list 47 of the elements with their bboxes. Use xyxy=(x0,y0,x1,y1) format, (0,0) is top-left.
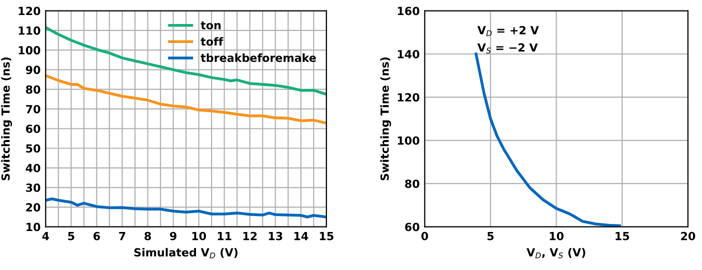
legend-label: tbreakbeforemake xyxy=(200,53,316,62)
x-axis-title: V$_{D}$, V$_{S}$ (V) xyxy=(526,248,586,258)
x-tick-label: 15 xyxy=(320,232,334,240)
y-tick-label: 30 xyxy=(26,184,40,192)
y-tick-label: 90 xyxy=(26,66,40,74)
x-tick-label: 10 xyxy=(550,232,564,240)
x-tick-label: 13 xyxy=(268,232,282,240)
y-tick-label: 70 xyxy=(26,104,40,114)
y-tick-label: 60 xyxy=(405,222,420,232)
x-tick-label: 7 xyxy=(119,232,126,240)
y-tick-label: 160 xyxy=(398,6,420,16)
y-tick-label: 40 xyxy=(26,164,40,172)
y-tick-label: 120 xyxy=(398,93,420,102)
x-tick-label: 5 xyxy=(488,232,494,240)
x-tick-label: 5 xyxy=(68,232,74,240)
y-tick-label: 10 xyxy=(26,222,40,232)
x-tick-label: 14 xyxy=(294,232,308,240)
x-tick-label: 10 xyxy=(192,232,206,240)
annotation: V$_{D}$ = +2 V xyxy=(477,26,539,36)
y-tick-label: 100 xyxy=(18,46,40,54)
x-tick-label: 6 xyxy=(94,232,100,240)
y-tick-label: 120 xyxy=(18,6,40,16)
legend-label: ton xyxy=(200,21,221,30)
y-tick-label: 110 xyxy=(18,26,40,35)
y-axis-title: Switching Time (ns) xyxy=(1,58,12,180)
y-tick-label: 80 xyxy=(405,180,420,188)
y-tick-label: 20 xyxy=(26,203,40,212)
y-tick-label: 140 xyxy=(398,50,420,58)
y-tick-label: 50 xyxy=(26,144,40,153)
x-tick-label: 15 xyxy=(616,232,630,240)
y-tick-label: 100 xyxy=(398,136,420,145)
line-series xyxy=(474,52,621,227)
x-tick-label: 9 xyxy=(170,232,176,240)
line-series xyxy=(46,198,326,218)
y-tick-label: 80 xyxy=(26,85,40,94)
y-axis-title: Switching Time (ns) xyxy=(380,58,392,180)
y-tick-label: 60 xyxy=(26,124,40,133)
x-tick-label: 0 xyxy=(421,232,428,240)
legend-label: toff xyxy=(200,37,224,46)
annotation: V$_{S}$ = −2 V xyxy=(477,43,538,54)
x-tick-label: 8 xyxy=(144,232,151,240)
x-tick-label: 4 xyxy=(42,232,49,240)
x-axis-title: Simulated V$_{D}$ (V) xyxy=(134,248,238,258)
x-tick-label: 12 xyxy=(243,232,257,240)
x-tick-label: 20 xyxy=(681,232,696,240)
x-tick-label: 11 xyxy=(218,232,232,240)
line-series xyxy=(46,74,326,125)
